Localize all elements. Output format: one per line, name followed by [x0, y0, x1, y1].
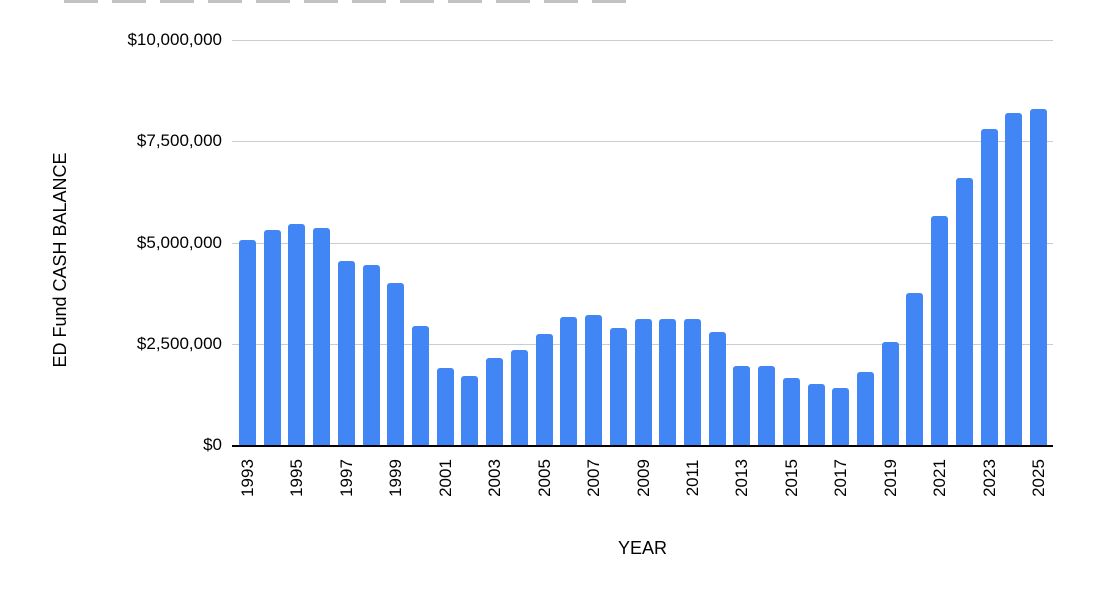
- bar-2021: [931, 216, 949, 445]
- x-tick-label-2015: 2015: [781, 459, 801, 497]
- bar-1996: [313, 228, 331, 445]
- bar-1998: [362, 264, 380, 445]
- bar-1994: [263, 230, 281, 445]
- gridline: [232, 242, 1053, 244]
- bar-2022: [955, 177, 973, 445]
- bar-2008: [609, 327, 627, 445]
- gridline: [232, 40, 1053, 41]
- bar-2006: [560, 317, 578, 445]
- bar-2009: [634, 319, 652, 445]
- bars-container: [232, 40, 1053, 445]
- x-tick-label-2019: 2019: [880, 459, 900, 497]
- x-tick-label-2003: 2003: [484, 459, 504, 497]
- bar-2011: [683, 319, 701, 445]
- y-axis-title: ED Fund CASH BALANCE: [50, 152, 70, 368]
- x-tick-label-2025: 2025: [1028, 459, 1048, 497]
- bar-2007: [585, 315, 603, 445]
- bar-2016: [807, 384, 825, 445]
- bar-1999: [387, 283, 405, 445]
- x-tick-label-1993: 1993: [237, 459, 257, 497]
- bar-2023: [980, 129, 998, 445]
- x-tick-label-2001: 2001: [435, 459, 455, 497]
- x-tick-label-2009: 2009: [633, 459, 653, 497]
- y-tick-label: $10,000,000: [127, 30, 222, 49]
- bar-2000: [412, 325, 430, 445]
- bar-2013: [733, 366, 751, 445]
- x-tick-label-1995: 1995: [286, 459, 306, 497]
- bar-1993: [239, 240, 256, 445]
- y-tick-label: $7,500,000: [136, 131, 222, 151]
- bar-2018: [856, 372, 874, 445]
- cropped-title-fragments: [64, 0, 640, 3]
- bar-2002: [461, 376, 479, 445]
- bar-2001: [436, 368, 454, 445]
- x-tick-label-2017: 2017: [830, 459, 850, 497]
- bar-1997: [337, 260, 355, 445]
- bar-2015: [782, 378, 800, 445]
- bar-2010: [659, 319, 677, 445]
- y-tick-label: $0: [203, 435, 222, 454]
- y-tick-label: $5,000,000: [136, 232, 222, 252]
- bar-2005: [535, 333, 553, 445]
- x-tick-label-2023: 2023: [979, 459, 999, 497]
- bar-2014: [758, 366, 776, 445]
- x-tick-label-1997: 1997: [336, 459, 356, 497]
- x-tick-label-2011: 2011: [682, 459, 702, 497]
- bar-2012: [708, 331, 726, 445]
- bar-2017: [832, 388, 850, 445]
- x-tick-label-2005: 2005: [534, 459, 554, 497]
- x-tick-label-2007: 2007: [583, 459, 603, 497]
- x-tick-label-2013: 2013: [731, 459, 751, 497]
- bar-2004: [510, 349, 528, 445]
- bar-2025: [1030, 108, 1047, 445]
- x-tick-label-1999: 1999: [385, 459, 405, 497]
- bar-2020: [906, 293, 924, 445]
- plot-area: [232, 40, 1053, 447]
- bar-1995: [288, 224, 306, 445]
- gridline: [232, 141, 1053, 143]
- x-tick-label-2021: 2021: [929, 459, 949, 497]
- bar-2024: [1005, 112, 1023, 445]
- y-tick-label: $2,500,000: [136, 333, 222, 353]
- bar-2003: [486, 357, 504, 445]
- x-axis-title: YEAR: [617, 538, 668, 558]
- bar-2019: [881, 341, 899, 445]
